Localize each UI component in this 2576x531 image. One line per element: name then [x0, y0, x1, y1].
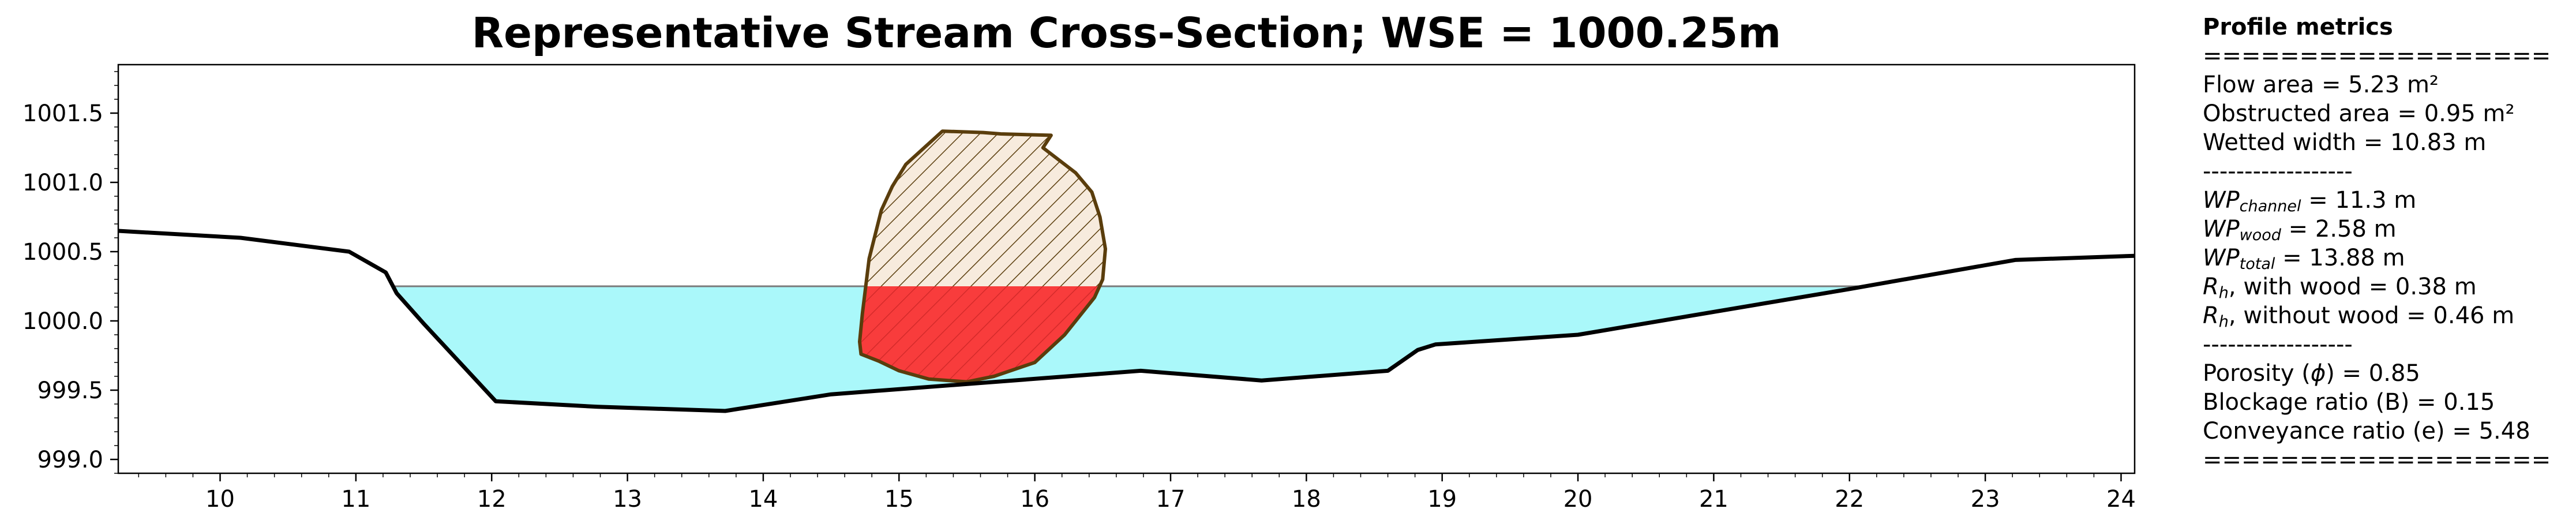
x-tick-label: 13: [613, 486, 642, 513]
rh-with-symbol: R: [2203, 274, 2219, 300]
x-tick-label: 16: [1020, 486, 1049, 513]
wp-channel-sub: channel: [2239, 197, 2301, 215]
metric-wp-channel: WPchannel = 11.3 m: [2203, 186, 2572, 215]
wp-total-symbol: WP: [2203, 245, 2240, 271]
profile-metrics-panel: Profile metrics ================== Flow …: [2203, 13, 2572, 474]
rh-without-value: , without wood = 0.46 m: [2228, 302, 2515, 329]
plot-frame: [117, 63, 2136, 474]
y-tick-label: 999.0: [37, 447, 103, 473]
y-tick-label: 1000.5: [23, 239, 103, 266]
wp-wood-symbol: WP: [2203, 216, 2240, 242]
x-tick-label: 10: [205, 486, 235, 513]
chart-title: Representative Stream Cross-Section; WSE…: [472, 9, 1782, 57]
metric-flow-area: Flow area = 5.23 m²: [2203, 72, 2439, 98]
metrics-title: Profile metrics: [2203, 14, 2393, 40]
metric-wp-wood: WPwood = 2.58 m: [2203, 215, 2572, 244]
y-tick-label: 1001.5: [23, 100, 103, 127]
x-tick-label: 19: [1427, 486, 1457, 513]
metric-conveyance-ratio: Conveyance ratio (e) = 5.48: [2203, 418, 2530, 444]
metric-rh-without-wood: Rh, without wood = 0.46 m: [2203, 301, 2572, 330]
x-tick-label: 11: [341, 486, 370, 513]
metric-blockage-ratio: Blockage ratio (B) = 0.15: [2203, 389, 2495, 416]
cross-section-chart: Representative Stream Cross-Section; WSE…: [23, 9, 2136, 513]
metrics-separator-2: ------------------: [2203, 331, 2353, 358]
y-tick-label: 999.5: [37, 377, 103, 404]
metric-wetted-width: Wetted width = 10.83 m: [2203, 129, 2487, 156]
metric-porosity: Porosity (ϕ) = 0.85: [2203, 359, 2572, 388]
metrics-separator-top: ==================: [2203, 43, 2551, 69]
y-tick-label: 1001.0: [23, 170, 103, 196]
wp-total-value: = 13.88 m: [2275, 245, 2405, 271]
metrics-separator-bottom: ==================: [2203, 447, 2551, 473]
wp-wood-value: = 2.58 m: [2281, 216, 2397, 242]
metrics-separator-1: ------------------: [2203, 158, 2353, 185]
porosity-label: Porosity (: [2203, 360, 2311, 387]
y-tick-label: 1000.0: [23, 308, 103, 335]
rh-with-sub: h: [2218, 284, 2229, 302]
channel-bed-profile: [118, 229, 2135, 413]
porosity-value: ) = 0.85: [2326, 360, 2420, 387]
x-tick-label: 24: [2106, 486, 2136, 513]
y-axis: 999.0 999.5 1000.0 1000.5 1001.0 1001.5: [23, 71, 118, 474]
x-tick-label: 20: [1563, 486, 1593, 513]
wp-channel-symbol: WP: [2203, 187, 2240, 214]
x-tick-label: 23: [1971, 486, 2000, 513]
x-tick-label: 21: [1699, 486, 1728, 513]
metric-obstructed-area: Obstructed area = 0.95 m²: [2203, 100, 2515, 127]
x-tick-label: 15: [884, 486, 914, 513]
metric-rh-with-wood: Rh, with wood = 0.38 m: [2203, 272, 2572, 301]
x-tick-label: 14: [748, 486, 778, 513]
x-tick-label: 12: [477, 486, 507, 513]
x-tick-label: 17: [1156, 486, 1186, 513]
phi-symbol: ϕ: [2310, 360, 2326, 387]
wp-channel-value: = 11.3 m: [2301, 187, 2417, 214]
wp-total-sub: total: [2239, 255, 2275, 273]
wood-obstruction-dry: [865, 131, 1105, 286]
wp-wood-sub: wood: [2239, 226, 2281, 244]
rh-without-sub: h: [2218, 313, 2229, 331]
water-area: [393, 286, 1866, 411]
x-axis: 10 11 12 13 14 15 16 17 18 19 20 21 22 23 24: [138, 473, 2136, 513]
wood-obstruction-outline: [858, 129, 1107, 384]
metric-wp-total: WPtotal = 13.88 m: [2203, 244, 2572, 272]
x-tick-label: 18: [1292, 486, 1321, 513]
x-tick-label: 22: [1835, 486, 1864, 513]
rh-with-value: , with wood = 0.38 m: [2228, 274, 2477, 300]
rh-without-symbol: R: [2203, 302, 2219, 329]
